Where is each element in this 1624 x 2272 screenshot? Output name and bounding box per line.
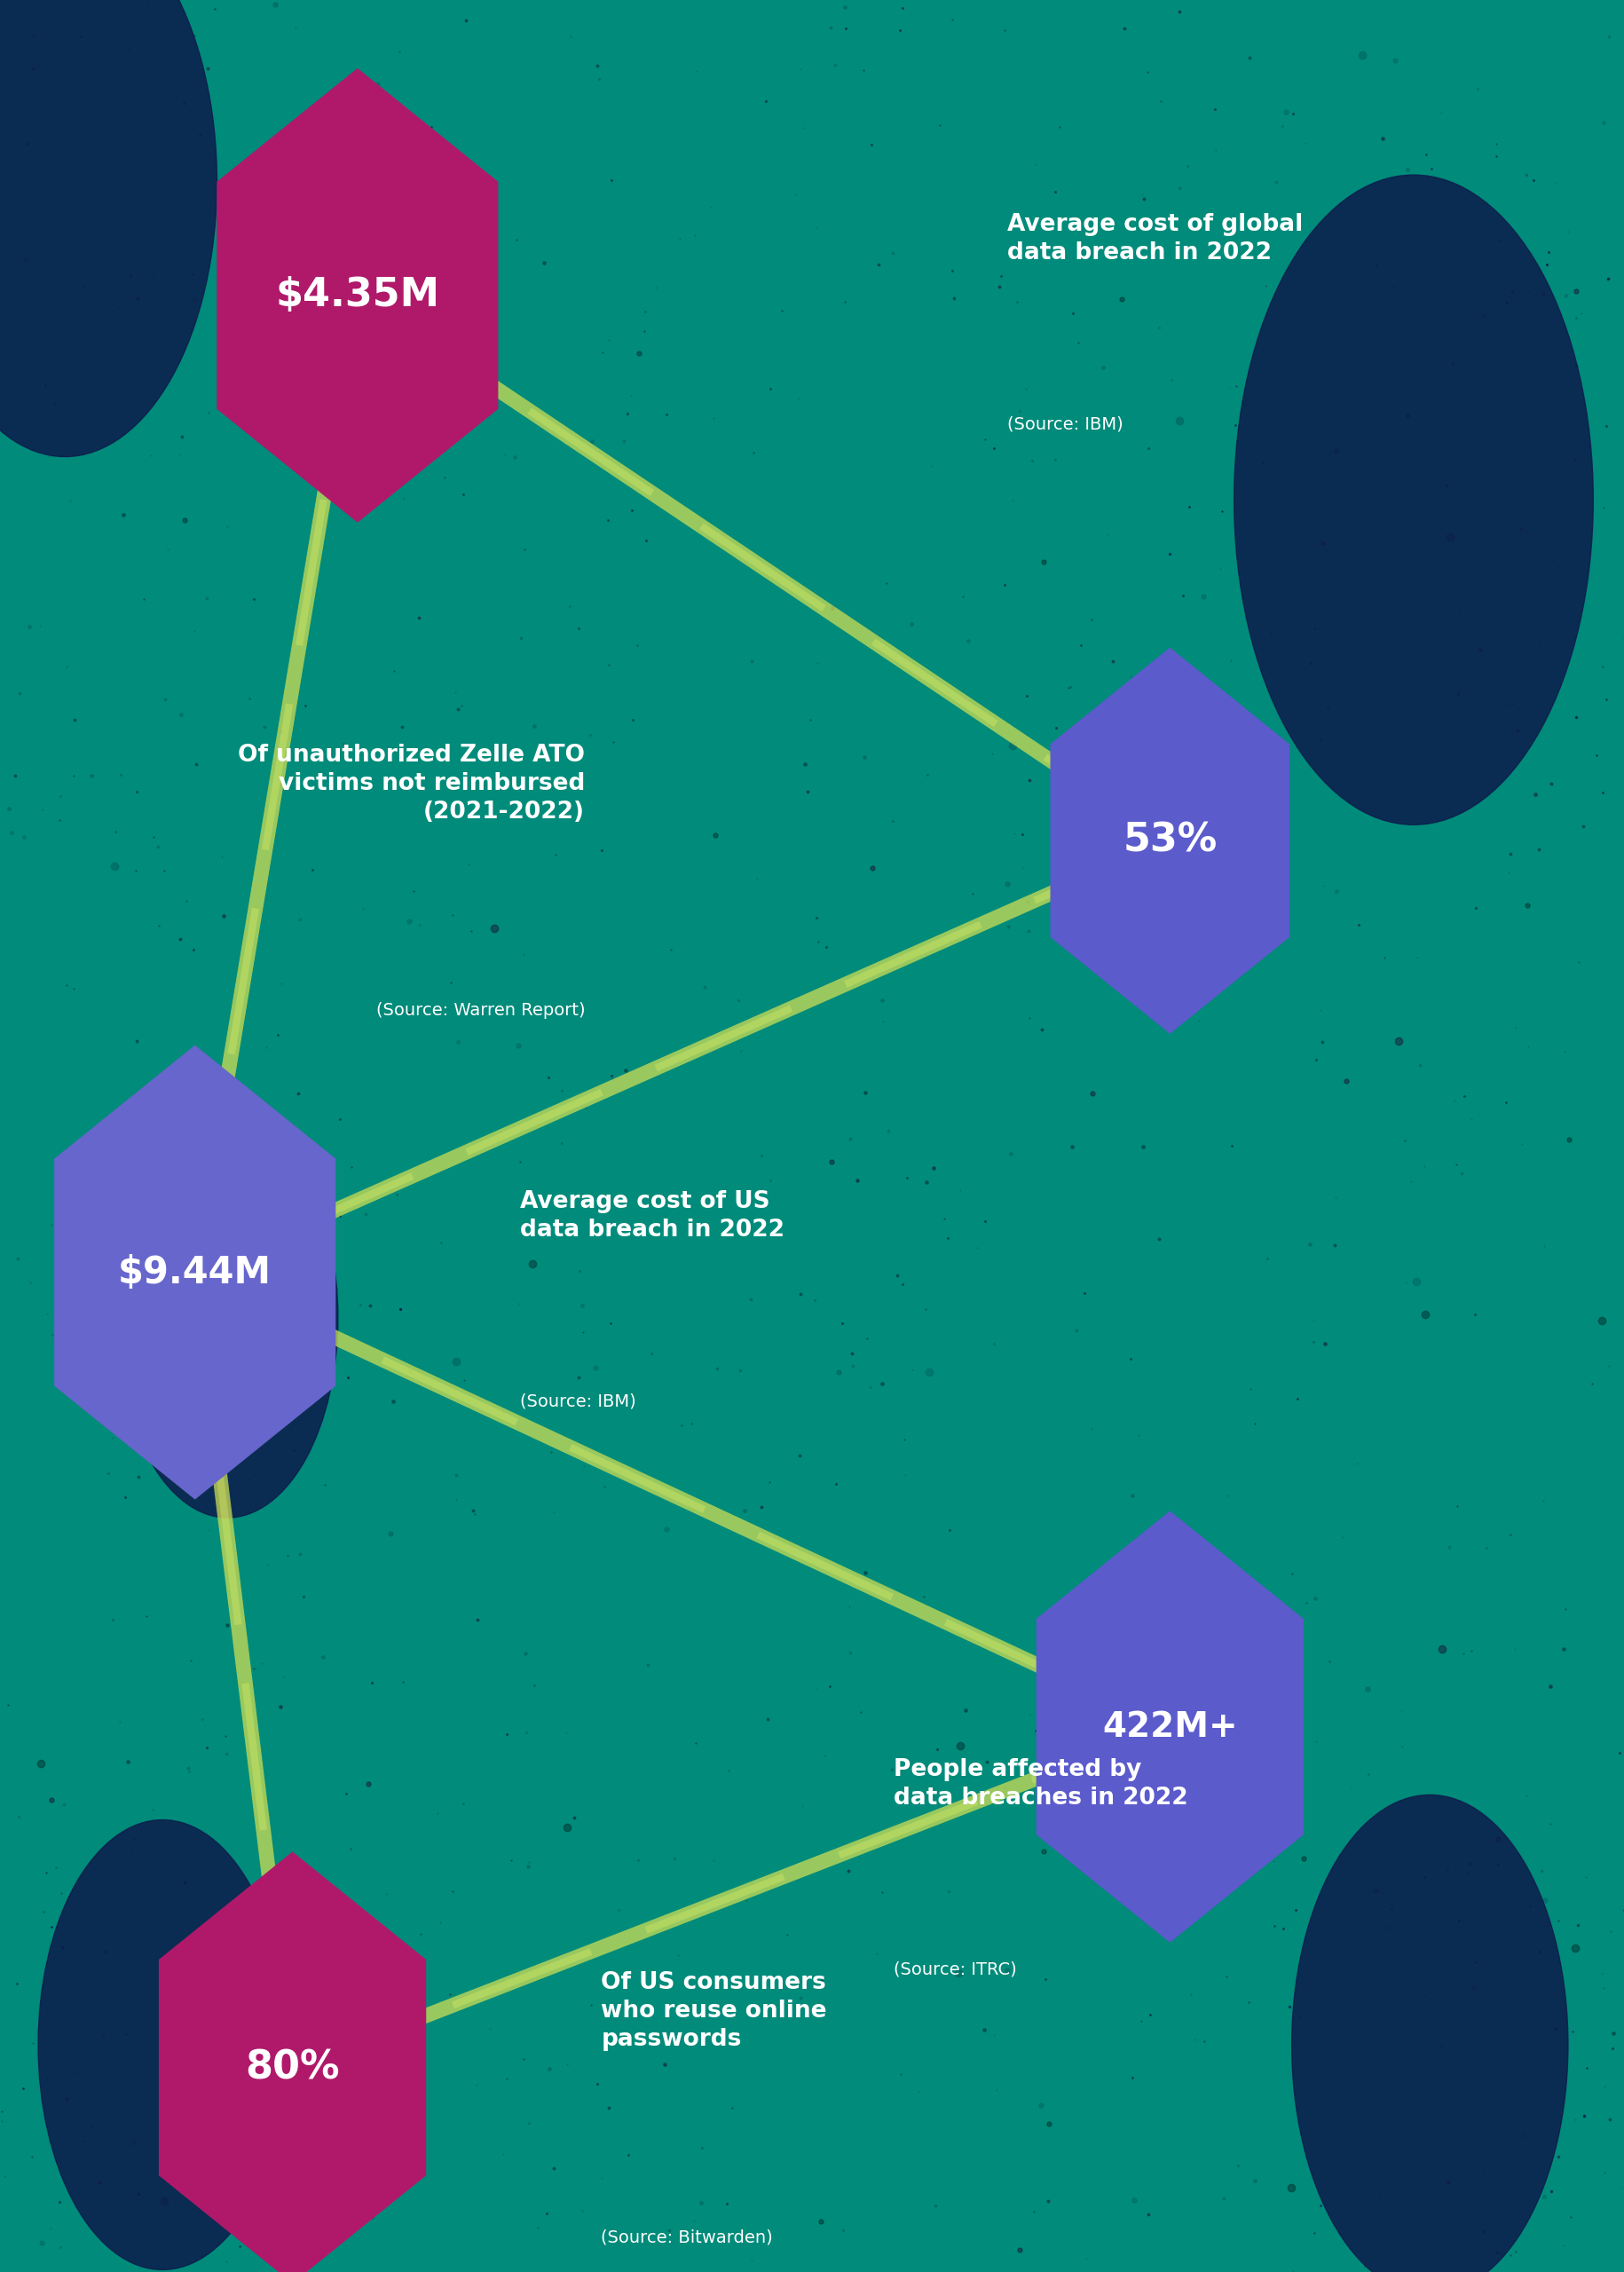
Text: (Source: ITRC): (Source: ITRC): [893, 1961, 1017, 1977]
Polygon shape: [216, 68, 499, 523]
Text: $9.44M: $9.44M: [119, 1254, 271, 1290]
Text: 80%: 80%: [245, 2049, 339, 2086]
Ellipse shape: [39, 1820, 287, 2270]
Text: People affected by
data breaches in 2022: People affected by data breaches in 2022: [893, 1759, 1187, 1809]
Text: 422M+: 422M+: [1101, 1711, 1237, 1743]
Text: $4.35M: $4.35M: [274, 277, 440, 314]
Text: Average cost of US
data breach in 2022: Average cost of US data breach in 2022: [520, 1191, 784, 1241]
Text: Of unauthorized Zelle ATO
victims not reimbursed
(2021-2022): Of unauthorized Zelle ATO victims not re…: [237, 743, 585, 825]
Text: Average cost of global
data breach in 2022: Average cost of global data breach in 20…: [1007, 214, 1302, 264]
Text: 53%: 53%: [1122, 822, 1216, 859]
Text: (Source: IBM): (Source: IBM): [1007, 416, 1122, 432]
Polygon shape: [1036, 1511, 1302, 1943]
Text: Of US consumers
who reuse online
passwords: Of US consumers who reuse online passwor…: [601, 1970, 827, 2052]
Polygon shape: [1049, 648, 1289, 1034]
Text: (Source: Bitwarden): (Source: Bitwarden): [601, 2229, 773, 2245]
Ellipse shape: [1291, 1795, 1567, 2272]
Ellipse shape: [1234, 175, 1592, 825]
Text: (Source: IBM): (Source: IBM): [520, 1393, 635, 1409]
Text: (Source: Warren Report): (Source: Warren Report): [375, 1002, 585, 1018]
Polygon shape: [159, 1852, 425, 2272]
Ellipse shape: [0, 0, 218, 457]
Ellipse shape: [117, 1118, 338, 1518]
Polygon shape: [54, 1045, 336, 1500]
